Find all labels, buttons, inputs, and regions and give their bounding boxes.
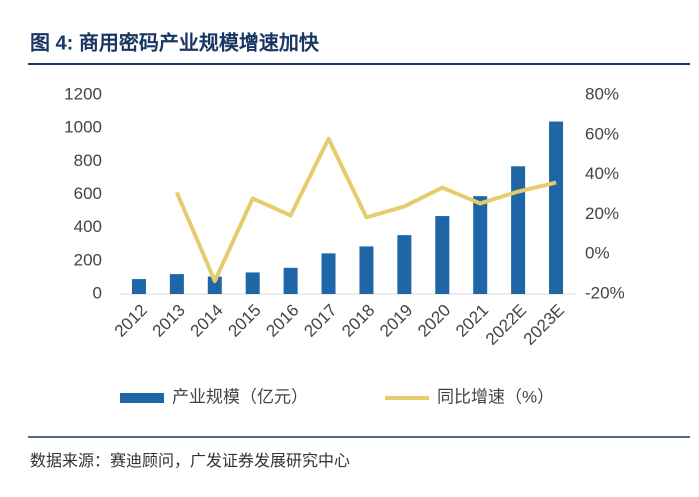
x-tick-label: 2016 [262, 301, 302, 341]
bar [397, 235, 412, 294]
y2-tick-label: -20% [585, 283, 625, 302]
bar [207, 276, 222, 294]
bar [283, 267, 298, 294]
legend-label: 产业规模（亿元） [172, 387, 308, 406]
y2-tick-label: 0% [585, 244, 610, 263]
x-tick-label: 2015 [225, 301, 265, 341]
bar [245, 272, 260, 294]
chart-title: 图 4: 商用密码产业规模增速加快 [30, 30, 320, 54]
y-tick-label: 1000 [64, 118, 102, 137]
x-tick-label: 2022E [482, 301, 530, 349]
line [175, 136, 557, 284]
y-tick-label: 400 [74, 217, 102, 236]
bar [321, 253, 336, 294]
x-tick-label: 2020 [414, 301, 454, 341]
y-tick-label: 0 [93, 283, 102, 302]
y-tick-label: 600 [74, 184, 102, 203]
legend-label: 同比增速（%） [437, 387, 554, 406]
x-tick-label: 2023E [520, 301, 568, 349]
y-tick-label: 200 [74, 250, 102, 269]
bar [169, 274, 184, 294]
y2-tick-label: 60% [585, 124, 619, 143]
source: 数据来源：赛迪顾问，广发证券发展研究中心 [30, 451, 350, 470]
y2-tick-label: 40% [585, 164, 619, 183]
x-tick-label: 2012 [111, 301, 151, 341]
x-tick-label: 2018 [338, 301, 378, 341]
x-tick-label: 2019 [376, 301, 416, 341]
bar [435, 216, 450, 294]
x-tick-label: 2017 [300, 301, 340, 341]
x-tick-label: 2013 [149, 301, 189, 341]
bar [359, 246, 374, 294]
bar [131, 279, 146, 294]
y2-tick-label: 80% [585, 84, 619, 103]
legend-swatch [120, 393, 164, 403]
y-tick-label: 800 [74, 151, 102, 170]
bar [473, 196, 488, 294]
bar [549, 121, 564, 295]
x-tick-label: 2014 [187, 301, 227, 341]
bar [511, 166, 526, 294]
y-tick-label: 1200 [64, 84, 102, 103]
y2-tick-label: 20% [585, 204, 619, 223]
